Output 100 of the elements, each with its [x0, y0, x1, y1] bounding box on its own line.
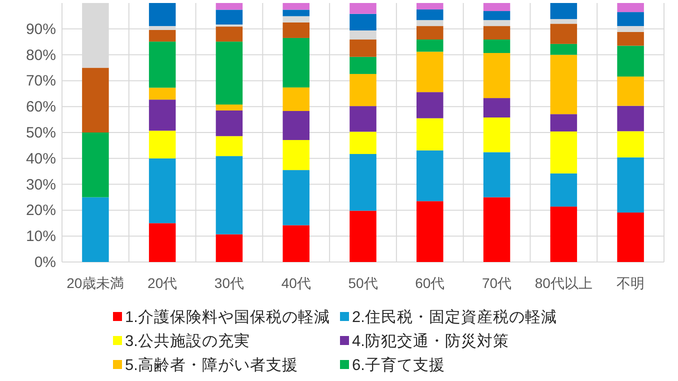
bar [350, 14, 376, 30]
bar [350, 3, 376, 14]
y-tick-label: 0% [34, 254, 56, 271]
bar [148, 3, 176, 26]
y-tick-label: 60% [26, 98, 56, 116]
x-tick-label: 50代 [348, 275, 378, 291]
bar [416, 9, 444, 20]
bar [483, 98, 510, 118]
bar [282, 140, 310, 170]
bar [216, 10, 243, 24]
legend-label: 5.高齢者・障がい者支援 [125, 356, 298, 374]
y-tick-label: 20% [26, 202, 56, 220]
bar [216, 42, 243, 105]
bar [416, 20, 444, 26]
bar [416, 26, 444, 40]
bar [416, 40, 444, 52]
bar [483, 197, 510, 262]
bar [282, 87, 310, 112]
bar [483, 117, 510, 152]
y-tick-label: 40% [26, 150, 56, 168]
bar [282, 22, 310, 38]
legend-label: 1.介護保険料や国保税の軽減 [125, 308, 330, 326]
bar [617, 212, 644, 262]
bar [550, 54, 578, 114]
bar [148, 100, 176, 131]
bar [416, 3, 444, 10]
bar [350, 56, 376, 74]
bar [617, 3, 644, 12]
bar [282, 111, 310, 140]
legend-label: 6.子育て支援 [352, 356, 445, 374]
y-tick-label: 90% [26, 20, 56, 38]
bar [617, 32, 644, 46]
bar [350, 106, 376, 132]
bar [216, 3, 243, 10]
bar [550, 19, 578, 24]
bar [82, 132, 109, 198]
bar [483, 3, 510, 12]
bar [617, 46, 644, 77]
bar [148, 223, 176, 262]
bar [216, 26, 243, 42]
bar [148, 42, 176, 88]
y-tick-label: 70% [26, 72, 56, 90]
bar [282, 170, 310, 226]
bar [483, 20, 510, 26]
bar [216, 136, 243, 156]
bar [148, 130, 176, 158]
bar [82, 68, 109, 132]
y-tick-label: 80% [26, 46, 56, 64]
legend-label: 4.防犯交通・防災対策 [352, 332, 509, 350]
bar [416, 118, 444, 150]
bar [350, 154, 376, 211]
y-tick-label: 30% [26, 176, 56, 194]
bar [148, 88, 176, 100]
x-tick-label: 80代以上 [534, 275, 592, 291]
x-tick-label: 不明 [616, 275, 645, 291]
bar [282, 16, 310, 22]
x-tick-label: 60代 [415, 275, 445, 291]
x-tick-label: 20歳未満 [66, 275, 124, 291]
bar [550, 44, 578, 55]
x-tick-label: 20代 [148, 275, 178, 291]
bar [550, 131, 578, 174]
bar [550, 173, 578, 207]
bar [550, 24, 578, 44]
legend-label: 3.公共施設の充実 [125, 332, 250, 350]
bar [216, 234, 243, 262]
y-tick-label: 50% [26, 124, 56, 142]
bar [416, 52, 444, 92]
y-tick-label: 10% [26, 228, 56, 246]
bar [483, 11, 510, 20]
bar [483, 26, 510, 40]
bar [282, 38, 310, 88]
bar [617, 12, 644, 26]
bar [617, 106, 644, 132]
bar [483, 152, 510, 198]
bar [550, 114, 578, 132]
bar [350, 40, 376, 57]
bar [350, 132, 376, 154]
bar [617, 131, 644, 158]
x-tick-label: 30代 [214, 275, 244, 291]
x-tick-label: 70代 [482, 275, 512, 291]
bar [416, 201, 444, 262]
bar [216, 110, 243, 136]
bar [416, 92, 444, 118]
bar [483, 40, 510, 53]
bar [483, 52, 510, 98]
bar [282, 10, 310, 16]
bar [216, 104, 243, 110]
bar [350, 74, 376, 106]
bar [148, 30, 176, 42]
bar [282, 3, 310, 10]
legend-label: 2.住民税・固定資産税の軽減 [352, 308, 557, 326]
bar [617, 76, 644, 106]
bar [216, 24, 243, 27]
bar [416, 150, 444, 202]
bar [350, 30, 376, 40]
bar [550, 206, 578, 262]
x-tick-label: 40代 [281, 275, 311, 291]
bar [282, 225, 310, 262]
bar [550, 3, 578, 20]
bar [617, 157, 644, 213]
